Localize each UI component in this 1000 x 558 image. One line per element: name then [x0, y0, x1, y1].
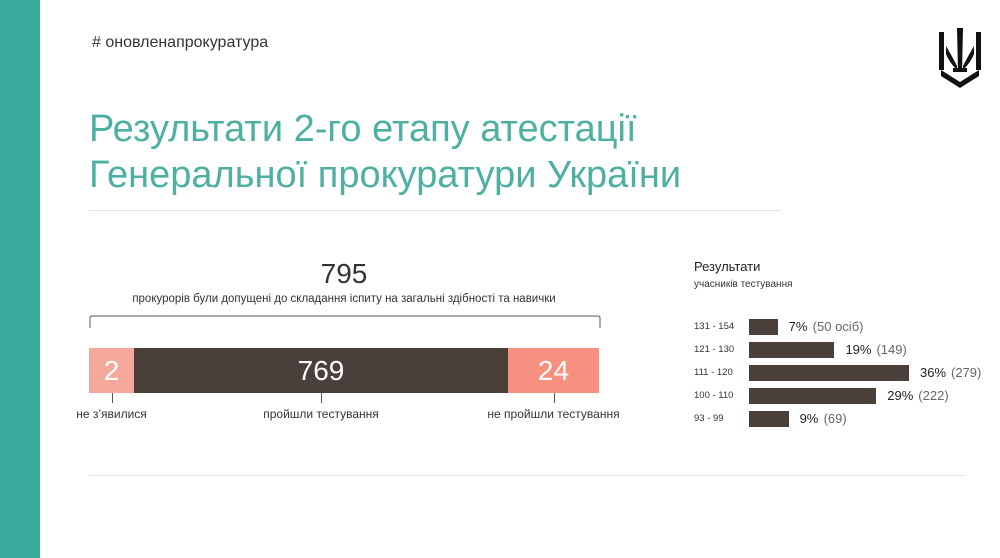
- page-title: Результати 2-го етапу атестації Генераль…: [89, 106, 681, 198]
- results-percent-label: 7%: [788, 319, 808, 334]
- results-percent-label: 29%: [887, 388, 914, 403]
- results-percent-label: 9%: [799, 411, 819, 426]
- results-bar: [749, 365, 909, 381]
- results-count-label: (149): [876, 342, 907, 357]
- stack-segment-value: 769: [297, 354, 345, 386]
- stack-segment-1: 769: [134, 348, 508, 393]
- stack-segment-value: 24: [537, 354, 570, 386]
- stack-segment-value: 2: [103, 354, 120, 386]
- stack-segment-tick: [553, 393, 555, 403]
- results-title: Результати: [694, 259, 761, 274]
- results-range-label: 111 - 120: [694, 367, 733, 378]
- total-brace: [89, 315, 601, 328]
- total-number: 795: [320, 258, 368, 289]
- results-bar: [749, 319, 778, 335]
- results-range-label: 93 - 99: [694, 413, 724, 424]
- results-range-label: 131 - 154: [694, 321, 735, 332]
- bottom-divider: [89, 475, 965, 476]
- side-accent-bar: [0, 0, 40, 558]
- title-line-1: Результати 2-го етапу атестації: [89, 108, 637, 150]
- stack-segment-tick: [321, 393, 322, 403]
- stack-segment-label: не пройшли тестування: [487, 407, 620, 421]
- stack-segment-2: 24: [508, 348, 599, 393]
- results-subtitle: учасників тестування: [694, 279, 793, 290]
- top-divider: [89, 210, 781, 211]
- results-count-label: (69): [823, 411, 847, 426]
- results-count-label: (222): [918, 388, 949, 403]
- stack-segment-0: 2: [89, 348, 134, 393]
- results-count-label: (50 осіб): [812, 319, 864, 334]
- stack-segment-label: пройшли тестування: [263, 407, 379, 421]
- results-range-label: 121 - 130: [694, 344, 735, 355]
- results-percent-label: 36%: [920, 365, 947, 380]
- results-bar: [749, 411, 789, 427]
- results-percent-label: 19%: [845, 342, 872, 357]
- results-count-label: (279): [951, 365, 982, 380]
- title-line-2: Генеральної прокуратури України: [89, 154, 682, 196]
- results-range-label: 100 - 110: [694, 390, 734, 401]
- stack-segment-tick: [111, 393, 113, 403]
- trident-emblem-icon: [939, 28, 981, 88]
- total-caption: прокурорів були допущені до складання іс…: [132, 293, 556, 305]
- hashtag: # оновленапрокуратура: [92, 34, 269, 51]
- results-bar: [749, 388, 877, 404]
- stacked-bar: 2 769 24: [89, 348, 599, 393]
- stack-segment-label: не з’явилися: [76, 407, 147, 421]
- results-bar: [749, 342, 835, 358]
